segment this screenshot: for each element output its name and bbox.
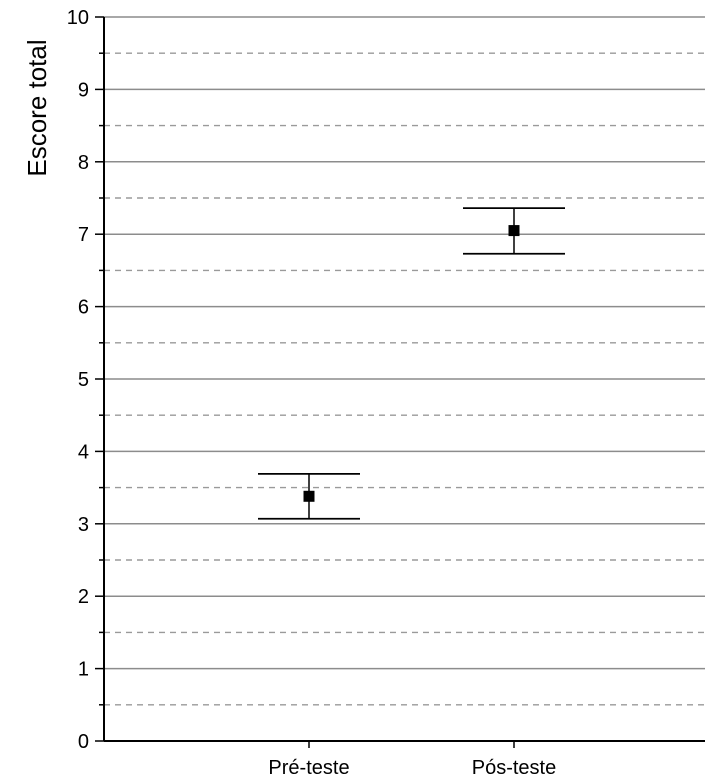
y-tick-label: 5 [78, 369, 89, 391]
y-tick-labels: 0 1 2 3 4 5 6 7 8 9 10 [67, 7, 89, 753]
y-tick-label: 3 [78, 514, 89, 536]
y-tick-label: 10 [67, 7, 89, 29]
y-tick-label: 9 [78, 79, 89, 101]
gridlines [104, 16, 705, 706]
y-tick-label: 4 [78, 441, 89, 463]
y-tick-label: 8 [78, 152, 89, 174]
y-tick-label: 0 [78, 731, 89, 753]
x-category-label: Pré-teste [268, 757, 349, 778]
data-marks [258, 207, 565, 520]
y-tick-label: 7 [78, 224, 89, 246]
data-point-marker [508, 225, 520, 237]
y-tick-label: 2 [78, 586, 89, 608]
data-point-marker [303, 490, 315, 502]
x-category-labels: Pré-teste Pós-teste [268, 757, 556, 778]
y-tick-label: 1 [78, 659, 89, 681]
y-tick-label: 6 [78, 297, 89, 319]
y-axis-title: Escore total [22, 39, 52, 176]
axes [95, 16, 705, 748]
x-category-label: Pós-teste [472, 757, 556, 778]
